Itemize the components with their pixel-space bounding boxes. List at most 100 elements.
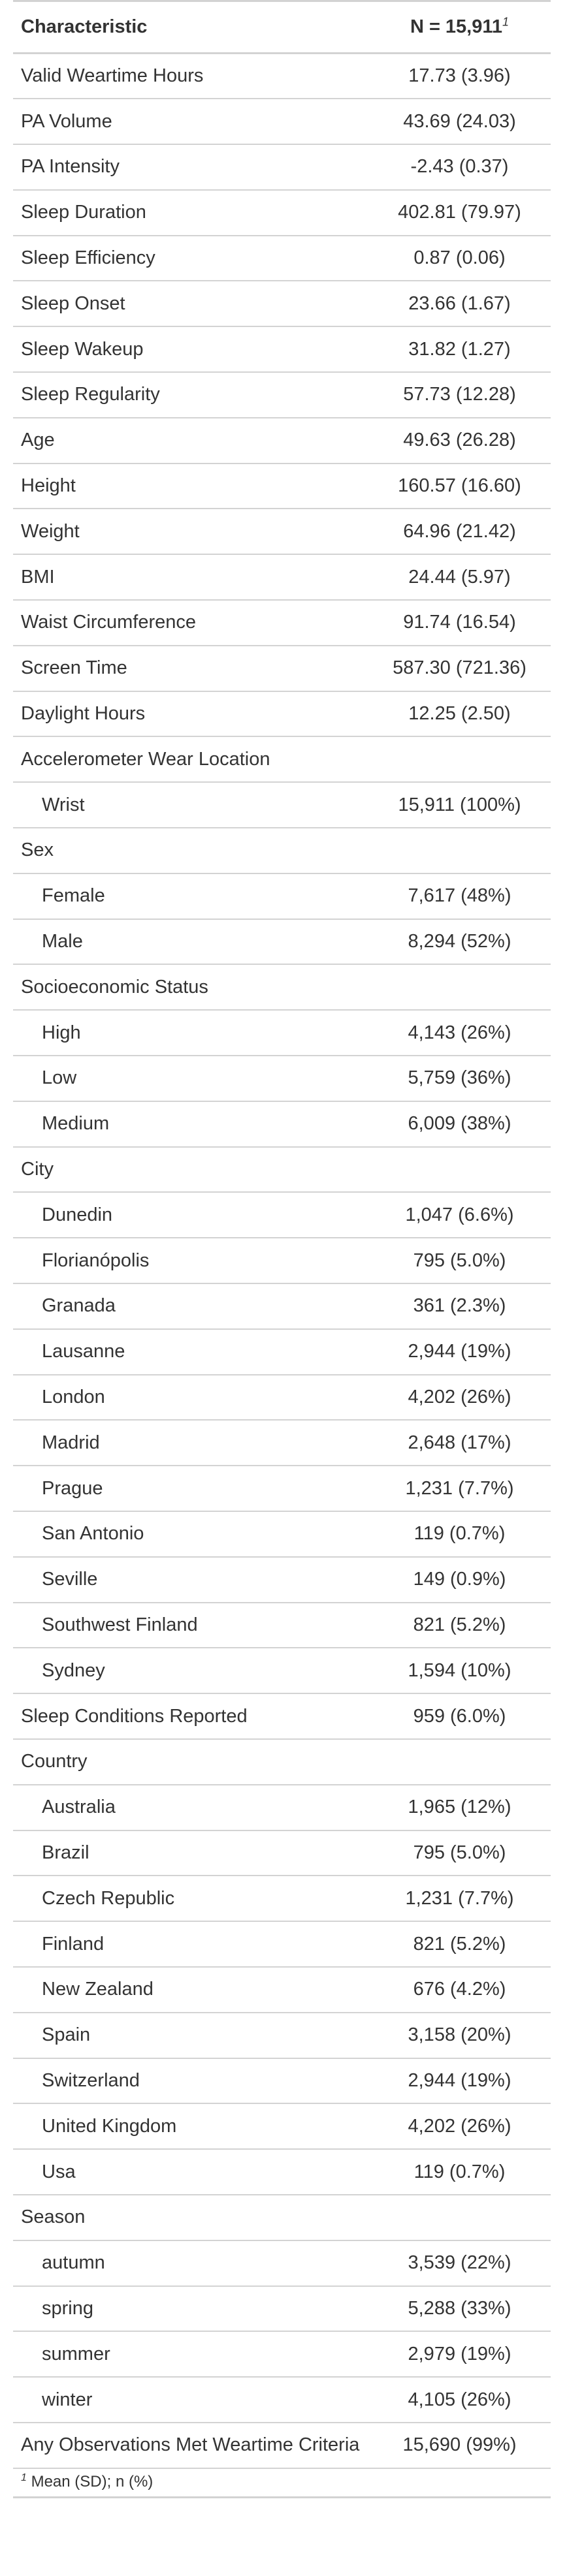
row-label: winter (42, 2389, 93, 2410)
row-label: Sleep Duration (21, 202, 146, 223)
row-label: Daylight Hours (21, 703, 146, 725)
row-label: Seville (42, 1569, 98, 1590)
row-label: PA Intensity (21, 156, 120, 178)
row-value: 91.74 (16.54) (403, 612, 516, 633)
table-row: Sex (13, 828, 551, 873)
table-row: Male 8,294 (52%) (13, 919, 551, 965)
table-row: PA Intensity -2.43 (0.37) (13, 144, 551, 190)
row-value: 587.30 (721.36) (393, 657, 526, 679)
row-label: Screen Time (21, 657, 127, 679)
table-row: San Antonio 119 (0.7%) (13, 1511, 551, 1557)
row-value: 1,965 (12%) (408, 1797, 511, 1818)
row-value: 149 (0.9%) (413, 1569, 506, 1590)
table-row: Seville 149 (0.9%) (13, 1557, 551, 1603)
row-value: 160.57 (16.60) (398, 475, 521, 497)
table-row: Czech Republic 1,231 (7.7%) (13, 1876, 551, 1922)
row-value: 4,105 (26%) (408, 2389, 511, 2410)
row-label: Prague (42, 1477, 103, 1499)
header-characteristic: Characteristic (13, 1, 368, 54)
table-header: Characteristic N = 15,9111 (13, 1, 551, 54)
row-value: 57.73 (12.28) (403, 384, 516, 405)
row-label: Weight (21, 520, 80, 542)
row-value (368, 736, 551, 782)
table-row: Medium 6,009 (38%) (13, 1101, 551, 1147)
table-row: BMI 24.44 (5.97) (13, 554, 551, 601)
row-value: 64.96 (21.42) (403, 520, 516, 542)
row-value: 821 (5.2%) (413, 1933, 506, 1955)
row-value: -2.43 (0.37) (410, 156, 509, 178)
table-row: Age 49.63 (26.28) (13, 418, 551, 463)
row-value: 5,288 (33%) (408, 2297, 511, 2319)
table-row: Lausanne 2,944 (19%) (13, 1329, 551, 1375)
table-row: London 4,202 (26%) (13, 1375, 551, 1421)
table-row: Switzerland 2,944 (19%) (13, 2058, 551, 2104)
footnote-row: 1 Mean (SD); n (%) (13, 2468, 551, 2498)
row-label: Australia (42, 1797, 116, 1818)
row-label: Usa (42, 2161, 76, 2182)
row-value: 119 (0.7%) (413, 2161, 506, 2182)
row-label: Valid Weartime Hours (21, 65, 204, 87)
summary-table-container: Characteristic N = 15,9111 Valid Weartim… (13, 0, 551, 2498)
row-label: Spain (42, 2024, 91, 2046)
row-value: 3,539 (22%) (408, 2252, 511, 2274)
table-row: spring 5,288 (33%) (13, 2286, 551, 2332)
row-label: Any Observations Met Weartime Criteria (21, 2434, 360, 2456)
table-row: PA Volume 43.69 (24.03) (13, 99, 551, 145)
table-row: Madrid 2,648 (17%) (13, 1420, 551, 1466)
row-label: Sleep Onset (21, 292, 125, 314)
row-value: 12.25 (2.50) (408, 703, 511, 725)
table-row: Country (13, 1739, 551, 1785)
footnote-mark: 1 (21, 2472, 27, 2483)
table-row: Florianópolis 795 (5.0%) (13, 1238, 551, 1284)
row-value: 4,202 (26%) (408, 2115, 511, 2137)
row-value: 1,047 (6.6%) (405, 1204, 514, 1225)
row-value: 7,617 (48%) (408, 885, 511, 907)
table-row: Southwest Finland 821 (5.2%) (13, 1603, 551, 1648)
row-label: spring (42, 2297, 93, 2319)
table-row: summer 2,979 (19%) (13, 2331, 551, 2378)
row-label: Female (42, 885, 105, 907)
row-label: Socioeconomic Status (21, 976, 208, 997)
row-value: 1,231 (7.7%) (405, 1887, 514, 1909)
row-value: 49.63 (26.28) (403, 430, 516, 451)
table-row: High 4,143 (26%) (13, 1010, 551, 1056)
table-row: Weight 64.96 (21.42) (13, 509, 551, 555)
row-label: summer (42, 2343, 110, 2364)
table-body: Valid Weartime Hours 17.73 (3.96) PA Volum… (13, 54, 551, 2468)
row-label: London (42, 1387, 105, 1407)
row-label: Granada (42, 1295, 116, 1317)
table-row: Dunedin 1,047 (6.6%) (13, 1192, 551, 1238)
table-row: Female 7,617 (48%) (13, 873, 551, 919)
footnote-text: Mean (SD); n (%) (26, 2472, 154, 2490)
table-row: Season (13, 2195, 551, 2240)
row-value: 119 (0.7%) (413, 1523, 506, 1545)
table-row: Valid Weartime Hours 17.73 (3.96) (13, 54, 551, 99)
row-label: Wrist (42, 794, 85, 815)
table-row: Any Observations Met Weartime Criteria 15… (13, 2423, 551, 2468)
row-label: Medium (42, 1113, 110, 1135)
row-value: 676 (4.2%) (413, 1979, 506, 2000)
table-row: winter 4,105 (26%) (13, 2377, 551, 2423)
row-label: Country (21, 1751, 88, 1772)
row-value: 1,594 (10%) (408, 1659, 511, 1681)
row-value: 3,158 (20%) (408, 2024, 511, 2046)
row-label: Brazil (42, 1842, 89, 1863)
row-label: Height (21, 475, 76, 497)
table-row: Sydney 1,594 (10%) (13, 1648, 551, 1694)
row-label: Accelerometer Wear Location (21, 748, 270, 770)
row-value (368, 828, 551, 873)
row-value: 2,944 (19%) (408, 2069, 511, 2091)
row-label: Sleep Regularity (21, 384, 160, 405)
table-row: Low 5,759 (36%) (13, 1056, 551, 1101)
row-value: 402.81 (79.97) (398, 202, 521, 223)
table-row: Wrist 15,911 (100%) (13, 782, 551, 828)
row-label: Male (42, 931, 83, 952)
row-label: autumn (42, 2252, 105, 2274)
table-row: Brazil 795 (5.0%) (13, 1830, 551, 1876)
header-characteristic-label: Characteristic (21, 16, 148, 37)
row-value: 2,944 (19%) (408, 1341, 511, 1362)
row-value: 795 (5.0%) (413, 1249, 506, 1271)
row-label: BMI (21, 566, 55, 588)
row-value: 2,648 (17%) (408, 1432, 511, 1453)
row-label: Dunedin (42, 1204, 113, 1225)
